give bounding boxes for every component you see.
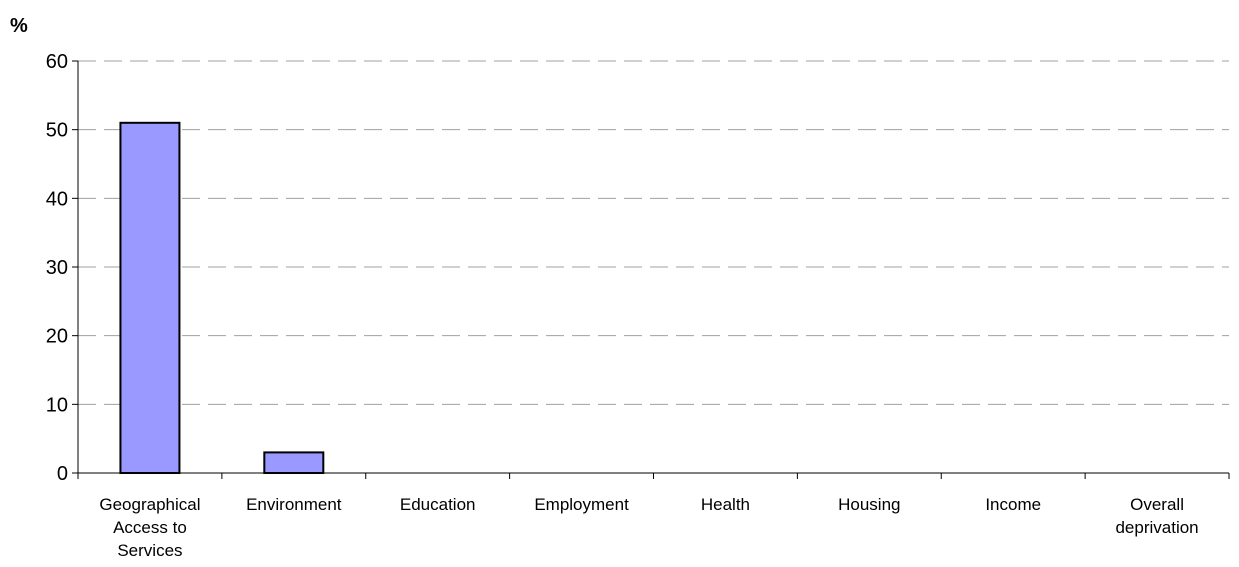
y-tick-label: 30 bbox=[46, 257, 68, 279]
y-tick-label: 50 bbox=[46, 120, 68, 142]
y-tick-label: 60 bbox=[46, 51, 68, 73]
x-tick-label: Employment bbox=[534, 495, 629, 514]
y-tick-label: 40 bbox=[46, 188, 68, 210]
y-tick-label: 20 bbox=[46, 326, 68, 348]
gridlines bbox=[78, 60, 1229, 405]
y-tick-labels: 0 10 20 30 40 50 60 bbox=[46, 51, 68, 485]
x-tick-labels: Geographical Access to Services Environment… bbox=[99, 495, 1198, 560]
axes bbox=[72, 60, 1230, 479]
x-tick-label: Health bbox=[701, 495, 750, 514]
x-tick-label: Education bbox=[400, 495, 476, 514]
x-tick-label: Geographical Access to Services bbox=[99, 495, 200, 560]
x-tick-label: Income bbox=[985, 495, 1041, 514]
y-axis-label: % bbox=[10, 15, 28, 37]
x-tick-label: Housing bbox=[838, 495, 900, 514]
bar bbox=[263, 451, 325, 474]
bar bbox=[119, 121, 181, 475]
bars bbox=[119, 121, 325, 475]
y-tick-label: 0 bbox=[57, 463, 68, 485]
y-tick-label: 10 bbox=[46, 394, 68, 416]
x-tick-label: Environment bbox=[246, 495, 342, 514]
x-tick-label: Overall deprivation bbox=[1115, 495, 1198, 537]
